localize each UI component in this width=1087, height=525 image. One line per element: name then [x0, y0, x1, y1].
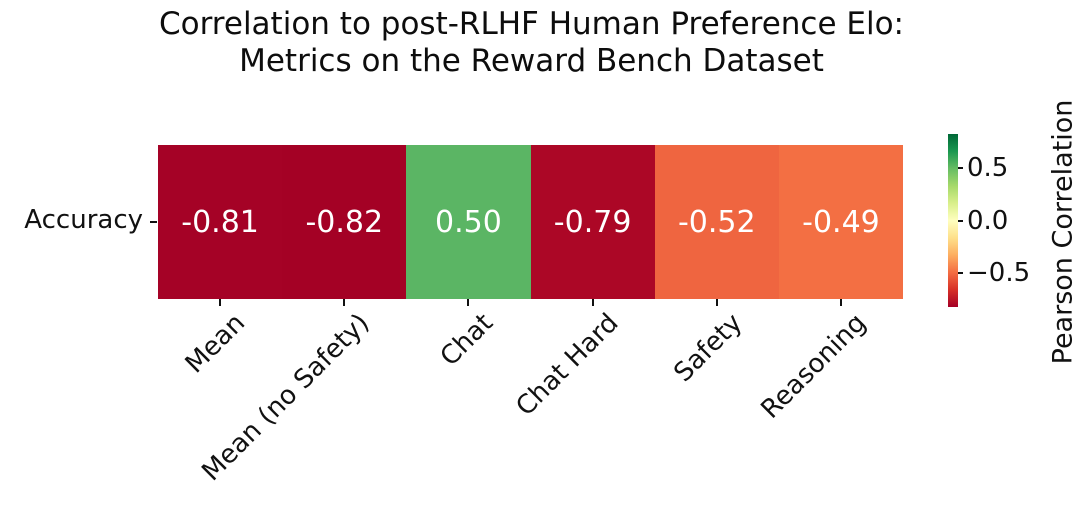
colorbar-tick-label-neg05: −0.5 — [967, 258, 1031, 288]
x-tick-label-mean: Mean — [179, 308, 252, 380]
colorbar-axis-label: Pearson Correlation — [1047, 99, 1079, 365]
heatmap-cell-reasoning: -0.49 — [778, 145, 904, 299]
x-tick-mark — [840, 299, 842, 306]
x-tick-label-safety: Safety — [668, 308, 749, 389]
chart-title-line-1: Correlation to post-RLHF Human Preferenc… — [159, 6, 904, 42]
colorbar-gradient — [948, 134, 958, 307]
colorbar-tick-mark — [958, 272, 963, 274]
y-tick-mark — [150, 221, 157, 223]
heatmap-cell-chat: 0.50 — [406, 145, 531, 299]
x-tick-label-chat-hard: Chat Hard — [510, 308, 625, 423]
colorbar-tick-label-05: 0.5 — [967, 153, 1009, 183]
colorbar-tick-label-00: 0.0 — [967, 206, 1009, 236]
heatmap-cell-chat-hard: -0.79 — [530, 145, 655, 299]
x-tick-mark — [592, 299, 594, 306]
y-tick-label-accuracy: Accuracy — [24, 205, 143, 235]
heatmap-cell-mean: -0.81 — [158, 145, 283, 299]
heatmap-cell-mean-no-safety: -0.82 — [282, 145, 407, 299]
colorbar-tick-mark — [958, 167, 963, 169]
chart-title: Correlation to post-RLHF Human Preferenc… — [0, 6, 1063, 80]
x-tick-label-chat: Chat — [435, 308, 500, 373]
x-tick-mark — [716, 299, 718, 306]
heatmap: -0.81 -0.82 0.50 -0.79 -0.52 -0.49 — [158, 145, 904, 299]
colorbar-tick-mark — [958, 220, 963, 222]
x-tick-mark — [219, 299, 221, 306]
chart-title-line-2: Metrics on the Reward Bench Dataset — [239, 43, 824, 79]
x-tick-label-reasoning: Reasoning — [755, 308, 873, 425]
x-tick-mark — [343, 299, 345, 306]
heatmap-cell-safety: -0.52 — [654, 145, 779, 299]
x-tick-mark — [467, 299, 469, 306]
